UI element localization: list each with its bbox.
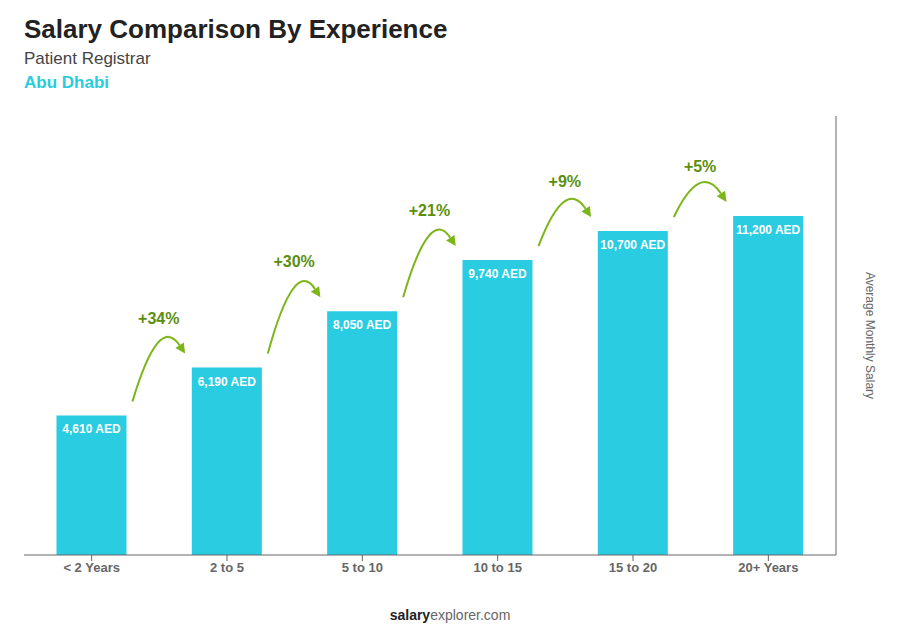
- svg-text:+21%: +21%: [409, 202, 450, 219]
- html-text:Salary Comparison By Experienc: Salary Comparison By Experience: [24, 14, 448, 44]
- svg-text:8,050 AED: 8,050 AED: [333, 318, 392, 332]
- svg-text:+30%: +30%: [273, 253, 314, 270]
- svg-text:4,610 AED: 4,610 AED: [62, 422, 121, 436]
- svg-text:9,740 AED: 9,740 AED: [468, 267, 527, 281]
- svg-text:10,700 AED: 10,700 AED: [600, 238, 665, 252]
- svg-text:+5%: +5%: [684, 158, 716, 175]
- svg-text:+34%: +34%: [138, 310, 179, 327]
- svg-text:15 to 20: 15 to 20: [609, 560, 657, 575]
- svg-text:Average Monthly Salary: Average Monthly Salary: [863, 272, 877, 399]
- svg-text:5 to 10: 5 to 10: [342, 560, 383, 575]
- svg-text:10 to 15: 10 to 15: [473, 560, 521, 575]
- svg-text:6,190 AED: 6,190 AED: [198, 375, 257, 389]
- svg-text:20+ Years: 20+ Years: [738, 560, 798, 575]
- svg-text:2 to 5: 2 to 5: [210, 560, 244, 575]
- svg-text:< 2 Years: < 2 Years: [63, 560, 120, 575]
- html-text:Abu Dhabi: Abu Dhabi: [24, 73, 109, 92]
- svg-text:+9%: +9%: [549, 173, 581, 190]
- html-text:salary explorer.com: salary explorer.com: [389, 607, 511, 623]
- svg-text:11,200 AED: 11,200 AED: [736, 223, 801, 237]
- html-text:Patient Registrar: Patient Registrar: [24, 49, 151, 68]
